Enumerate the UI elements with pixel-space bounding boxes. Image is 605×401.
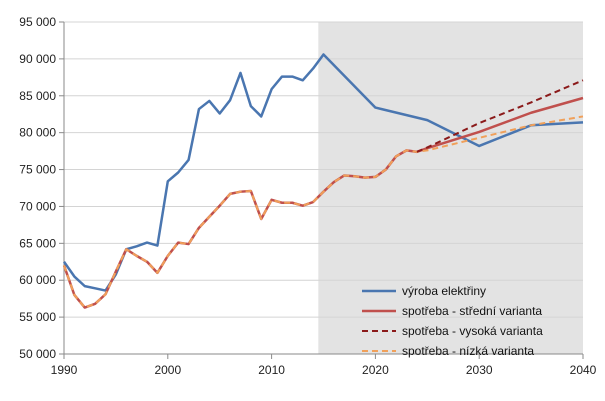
- series-layer: [62, 53, 584, 309]
- gridlines-layer: [64, 21, 583, 318]
- y-tick-label-90000: 90 000: [19, 52, 56, 66]
- y-tick-label-70000: 70 000: [19, 199, 56, 213]
- legend-label-vyroba-elektriny: výroba elektřiny: [402, 284, 486, 298]
- x-tick-label-2020: 2020: [362, 363, 389, 377]
- legend-label-spotreba-stredni-varianta: spotřeba - střední varianta: [402, 304, 542, 318]
- y-tick-label-65000: 65 000: [19, 236, 56, 250]
- axes-layer: [59, 21, 584, 359]
- y-tick-label-50000: 50 000: [19, 347, 56, 361]
- x-tick-label-2040: 2040: [570, 363, 597, 377]
- x-tick-label-2030: 2030: [466, 363, 493, 377]
- y-tick-label-85000: 85 000: [19, 89, 56, 103]
- x-tick-label-1990: 1990: [51, 363, 78, 377]
- x-tick-label-2000: 2000: [154, 363, 181, 377]
- forecast-shaded-region: [318, 22, 583, 354]
- y-tick-label-60000: 60 000: [19, 273, 56, 287]
- legend: výroba elektřiny spotřeba - střední varia…: [362, 284, 543, 358]
- x-tick-label-2010: 2010: [258, 363, 285, 377]
- forecast-shaded-region-layer: [318, 22, 583, 354]
- legend-label-spotreba-vysoka-varianta: spotřeba - vysoká varianta: [402, 324, 543, 338]
- tick-labels-layer: 50 000 55 000 60 000 65 000 70 000 75 000 80 0…: [19, 15, 596, 377]
- y-tick-label-75000: 75 000: [19, 163, 56, 177]
- y-tick-label-80000: 80 000: [19, 126, 56, 140]
- series-line-spotreba-nizka-varianta: [63, 115, 584, 309]
- legend-label-spotreba-nizka-varianta: spotřeba - nízká varianta: [402, 344, 534, 358]
- y-tick-label-55000: 55 000: [19, 310, 56, 324]
- y-tick-label-95000: 95 000: [19, 15, 56, 29]
- series-line-spotreba-vysoka-varianta: [416, 79, 584, 153]
